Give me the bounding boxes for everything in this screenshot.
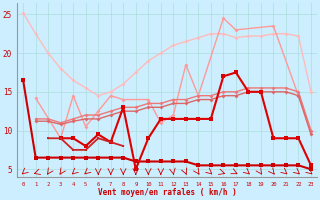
X-axis label: Vent moyen/en rafales ( km/h ): Vent moyen/en rafales ( km/h ) [98,188,236,197]
